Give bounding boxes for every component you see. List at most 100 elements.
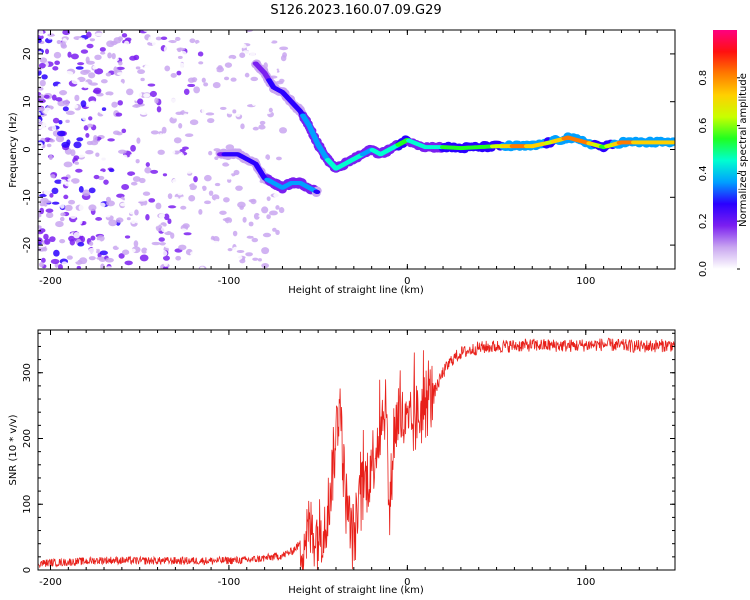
noise-cell (39, 207, 45, 215)
noise-cell (58, 119, 63, 125)
noise-cell (283, 221, 290, 228)
noise-cell (167, 34, 176, 42)
noise-cell (267, 132, 273, 139)
noise-cell (40, 163, 50, 168)
noise-cell (38, 154, 41, 161)
noise-cell (96, 235, 105, 242)
noise-cell (243, 125, 252, 132)
noise-cell (132, 176, 141, 182)
noise-cell (259, 120, 266, 125)
noise-cell (161, 126, 167, 134)
spectrogram-ytick-label: -20 (22, 237, 33, 253)
noise-cell (189, 38, 196, 44)
noise-cell (122, 154, 128, 159)
noise-cell (283, 118, 291, 123)
noise-cell (59, 170, 64, 176)
noise-cell (154, 97, 159, 104)
noise-cell (68, 41, 74, 49)
noise-cell (94, 245, 101, 250)
noise-cell (227, 160, 233, 165)
noise-cell (95, 217, 103, 221)
noise-cell (228, 54, 237, 60)
noise-cell (106, 40, 115, 48)
noise-cell (214, 220, 223, 227)
noise-cell (250, 204, 257, 209)
noise-cell (151, 241, 161, 246)
noise-cell (198, 208, 203, 215)
noise-cell (191, 151, 197, 158)
noise-cell (218, 100, 227, 104)
noise-cell (189, 119, 199, 126)
colorbar-scale (713, 30, 737, 269)
noise-cell (158, 133, 164, 140)
noise-cell (180, 172, 187, 179)
spectrogram-noise (38, 30, 291, 269)
noise-cell (67, 88, 73, 96)
noise-cell (155, 74, 165, 82)
noise-cell (278, 115, 285, 119)
noise-cell (204, 235, 211, 239)
noise-cell (216, 104, 223, 109)
noise-cell (38, 37, 42, 44)
noise-cell (93, 134, 98, 142)
noise-cell (39, 262, 45, 268)
noise-cell (150, 130, 159, 135)
noise-cell (39, 107, 45, 112)
noise-cell (104, 95, 113, 102)
noise-cell (129, 153, 136, 161)
noise-cell (226, 108, 235, 115)
noise-cell (261, 199, 267, 203)
noise-cell (173, 137, 182, 144)
noise-cell (160, 113, 166, 118)
noise-cell (176, 188, 184, 196)
noise-cell (150, 169, 159, 174)
noise-cell (141, 247, 148, 254)
noise-cell (78, 232, 85, 236)
noise-cell (200, 224, 206, 231)
noise-cell (239, 232, 244, 238)
noise-cell (39, 44, 48, 48)
noise-cell (204, 174, 212, 182)
noise-cell (74, 94, 80, 102)
colorbar-tick-label: 0.4 (698, 165, 709, 181)
noise-cell (106, 200, 115, 207)
noise-cell (85, 150, 94, 155)
noise-cell (212, 186, 222, 193)
noise-cell (94, 68, 104, 75)
noise-cell (52, 117, 60, 124)
noise-cell (168, 40, 177, 44)
noise-cell (212, 82, 221, 89)
noise-cell (178, 123, 183, 129)
noise-cell (124, 113, 129, 120)
noise-cell (212, 227, 218, 235)
noise-cell (153, 183, 160, 190)
noise-cell (144, 167, 152, 174)
noise-cell (40, 257, 46, 263)
noise-cell (183, 232, 192, 236)
noise-cell (188, 178, 193, 184)
noise-cell (278, 127, 288, 134)
noise-cell (187, 234, 192, 241)
noise-cell (234, 209, 239, 213)
colorbar-tick-label: 0.6 (698, 118, 709, 134)
noise-cell (187, 216, 194, 223)
noise-cell (164, 138, 173, 144)
noise-cell (54, 210, 61, 216)
noise-cell (113, 261, 119, 269)
noise-cell (139, 254, 149, 262)
noise-cell (70, 53, 79, 60)
noise-cell (279, 46, 289, 51)
noise-cell (86, 43, 94, 49)
noise-cell (147, 45, 153, 51)
noise-cell (153, 221, 160, 227)
noise-cell (261, 158, 268, 163)
noise-cell (157, 81, 164, 86)
noise-cell (183, 88, 190, 95)
noise-cell (65, 119, 70, 123)
noise-cell (38, 87, 44, 91)
noise-cell (242, 216, 247, 223)
noise-cell (177, 62, 185, 68)
noise-cell (187, 83, 196, 88)
noise-cell (92, 224, 101, 232)
noise-cell (223, 197, 230, 203)
